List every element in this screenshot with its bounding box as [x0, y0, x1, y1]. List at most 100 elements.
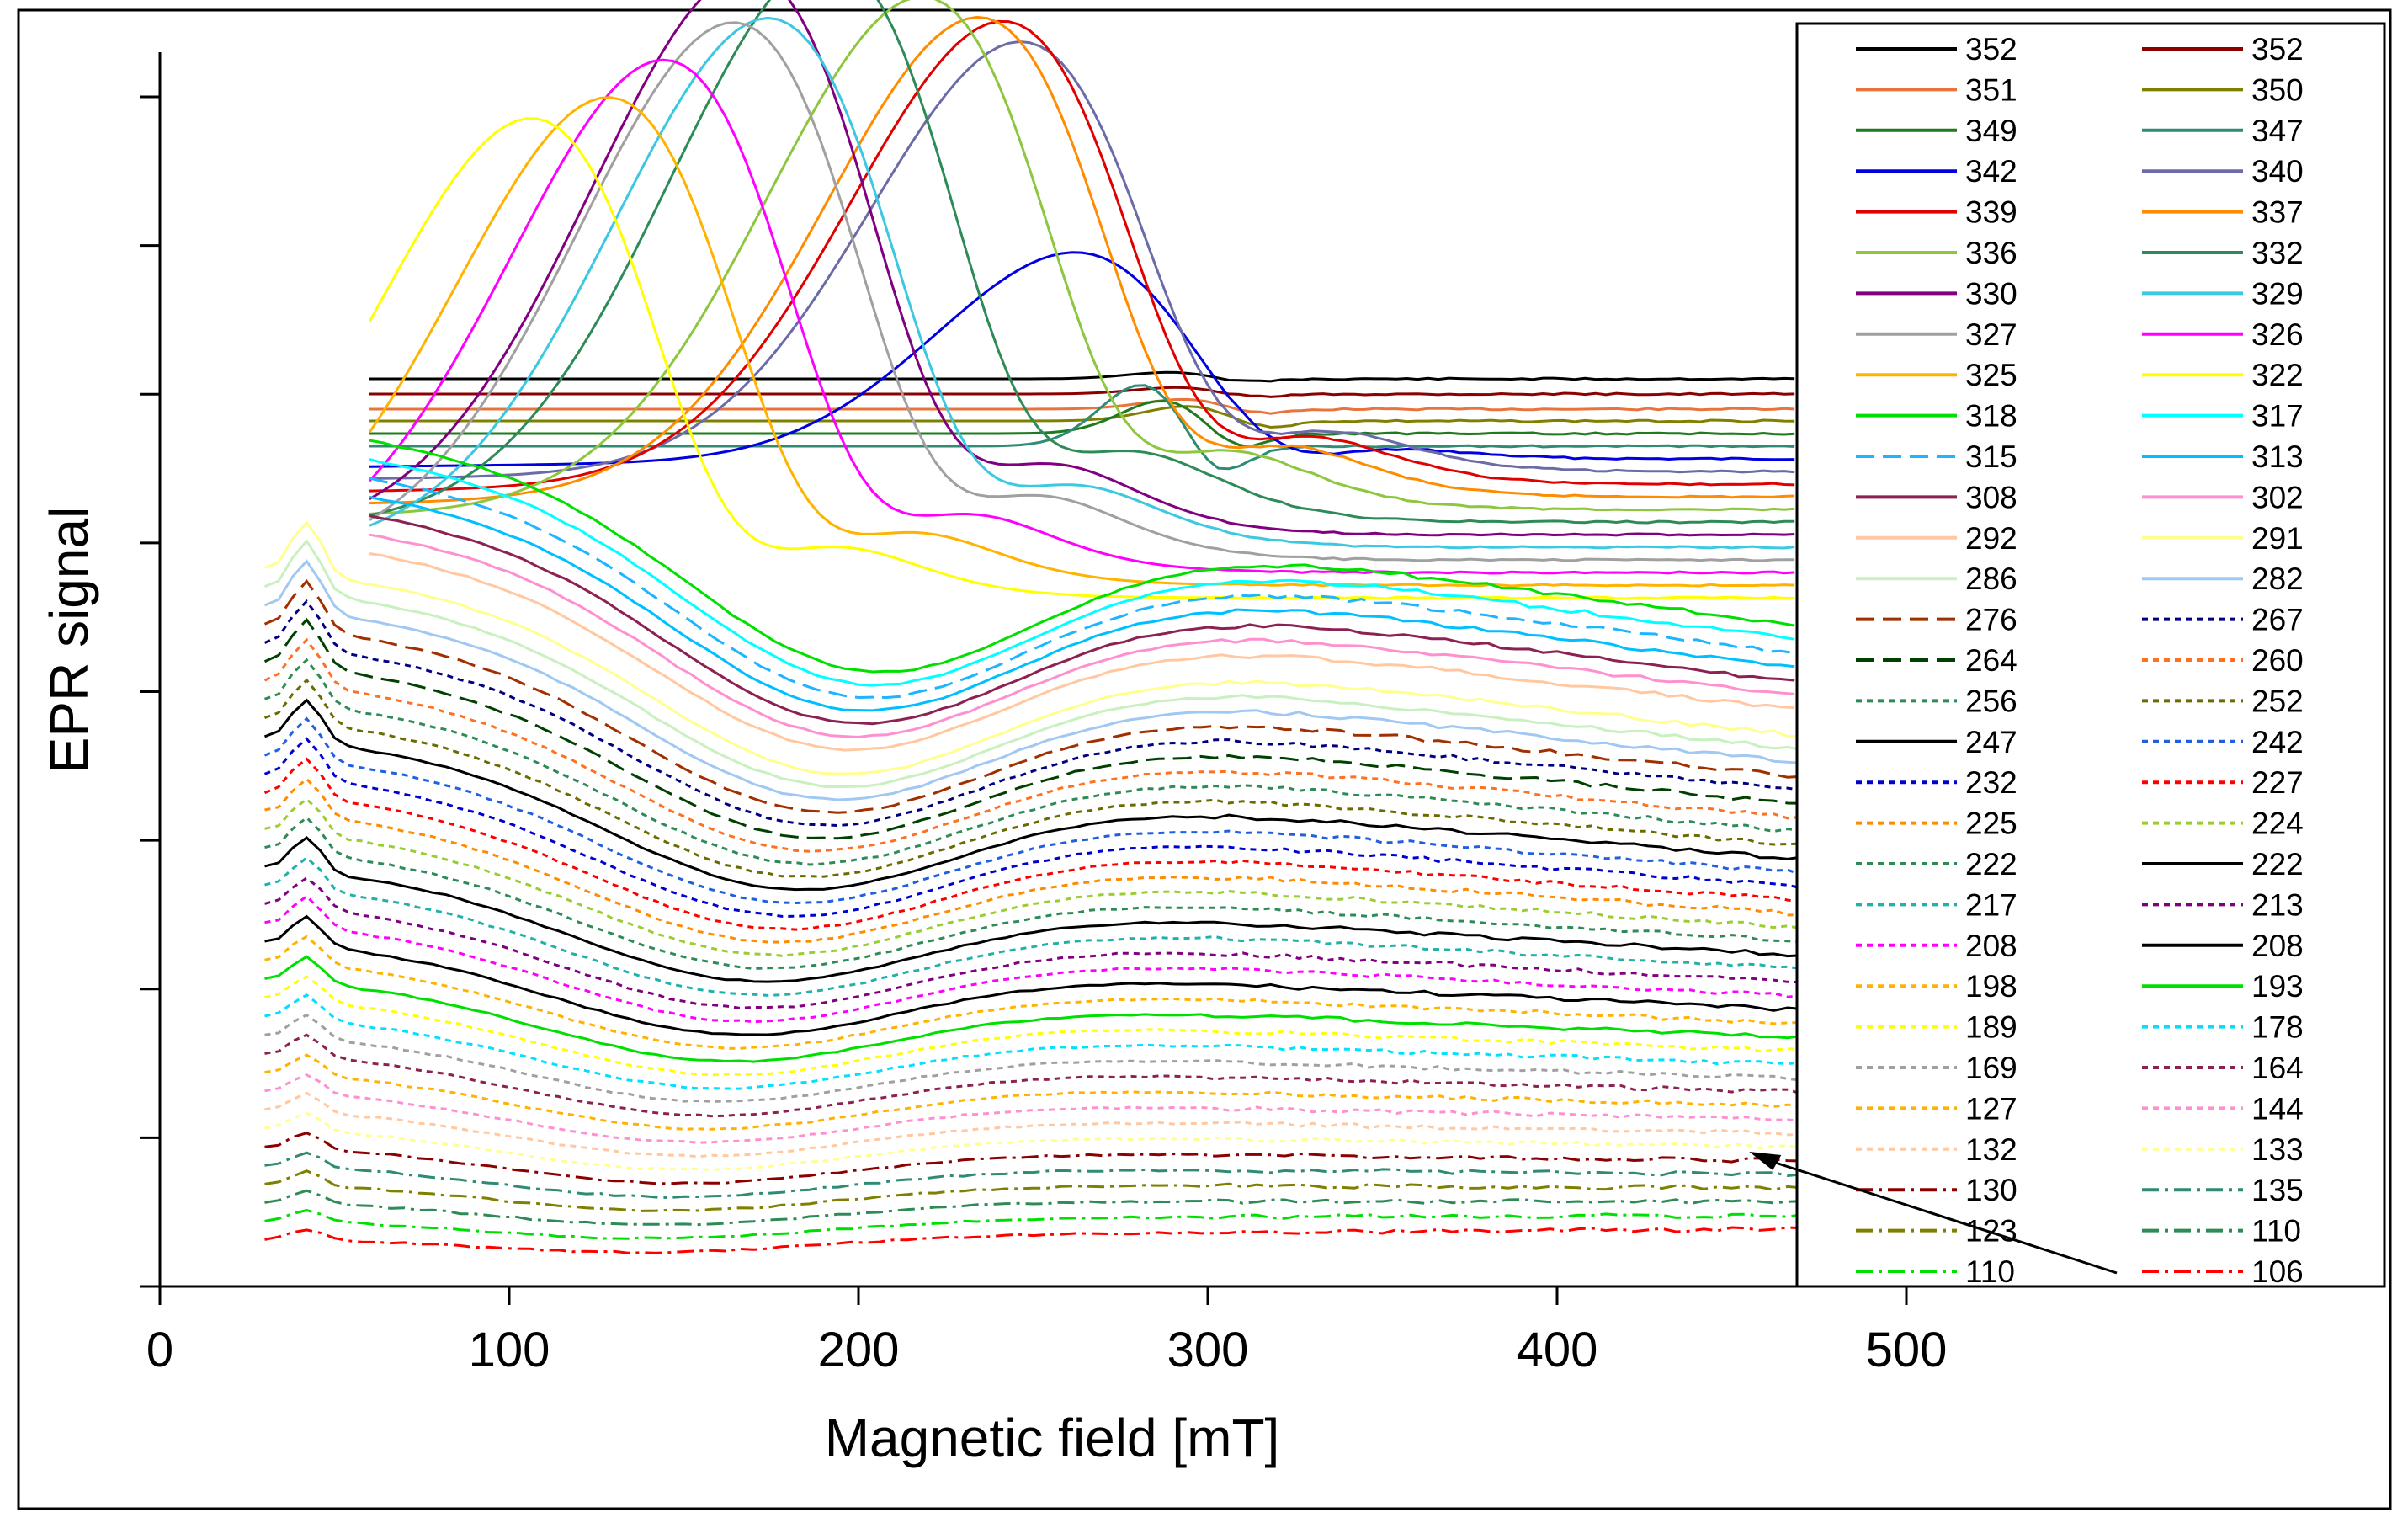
legend-label-193-47: 193 [2251, 969, 2304, 1004]
legend-label-222-41: 222 [2251, 847, 2304, 881]
series-line-308-low-4 [369, 514, 1795, 726]
series-line-133-low-37 [264, 1111, 1802, 1172]
legend-label-339-8: 339 [1965, 195, 2017, 230]
legend-label-282-27: 282 [2251, 562, 2304, 596]
legend-label-213-43: 213 [2251, 887, 2304, 922]
series-line-224-low-21 [264, 797, 1802, 957]
legend-label-133-55: 133 [2251, 1132, 2304, 1167]
series-line-286-low-8 [263, 539, 1802, 789]
series-line-330-12 [369, 0, 1795, 537]
series-line-198-low-28 [264, 935, 1802, 1050]
series-line-132-low-36 [264, 1091, 1802, 1158]
legend-label-337-9: 337 [2251, 195, 2304, 230]
legend-label-264-30: 264 [1965, 643, 2017, 678]
legend-label-198-46: 198 [1965, 969, 2017, 1004]
series-line-193-low-29 [264, 955, 1802, 1063]
series-line-222-low-22 [264, 816, 1802, 971]
legend-label-349-4: 349 [1965, 114, 2017, 148]
series-line-256-low-14 [263, 658, 1802, 866]
legend-label-130-56: 130 [1965, 1173, 2017, 1207]
legend-label-352-1: 352 [2251, 32, 2304, 67]
x-tick-label-100: 100 [469, 1323, 550, 1377]
legend-label-123-58: 123 [1965, 1214, 2017, 1249]
legend-label-110-59: 110 [2251, 1214, 2301, 1249]
legend-label-313-21: 313 [2251, 439, 2304, 474]
series-line-189-low-30 [264, 975, 1802, 1077]
legend-label-351-2: 351 [1965, 72, 2017, 107]
series-line-340-7 [369, 40, 1795, 480]
series-line-291-low-7 [263, 520, 1802, 775]
legend-label-317-19: 317 [2251, 399, 2304, 434]
legend-label-325-16: 325 [1965, 358, 2017, 392]
legend-label-326-15: 326 [2251, 317, 2304, 352]
annotation-arrow-head [1749, 1152, 1782, 1170]
legend-label-318-18: 318 [1965, 399, 2017, 434]
legend-label-347-5: 347 [2251, 114, 2304, 148]
series-line-106-low-43 [264, 1226, 1802, 1254]
series-line-325-16 [368, 96, 1795, 588]
legend-label-178-49: 178 [2251, 1010, 2304, 1045]
series-line-276-low-10 [263, 578, 1802, 814]
legend-label-252-33: 252 [2251, 684, 2304, 718]
series-line-326-15 [368, 58, 1795, 575]
legend-label-260-31: 260 [2251, 643, 2304, 678]
legend-label-286-26: 286 [1965, 562, 2017, 596]
series-line-351-2 [369, 397, 1795, 415]
legend-label-352-0: 352 [1965, 32, 2017, 67]
legend-label-308-22: 308 [1965, 480, 2017, 514]
legend-label-189-48: 189 [1965, 1010, 2017, 1045]
legend-label-169-50: 169 [1965, 1051, 2017, 1085]
legend-label-127-52: 127 [1965, 1091, 2017, 1126]
series-line-169-low-32 [264, 1013, 1802, 1103]
legend-label-327-14: 327 [1965, 317, 2017, 352]
series-line-292-low-6 [369, 552, 1795, 752]
legend-label-292-24: 292 [1965, 521, 2017, 556]
legend-label-350-3: 350 [2251, 72, 2304, 107]
legend-label-232-36: 232 [1965, 765, 2017, 800]
legend-label-267-29: 267 [2251, 603, 2304, 637]
series-line-242-low-17 [263, 716, 1802, 905]
series-line-178-low-31 [264, 993, 1802, 1090]
legend-label-291-25: 291 [2251, 521, 2304, 556]
legend-label-242-35: 242 [2251, 725, 2304, 759]
series-line-252-low-15 [263, 678, 1802, 878]
series-line-232-low-18 [263, 737, 1802, 918]
series-line-208-low-27 [264, 914, 1802, 1036]
legend-label-106-61: 106 [2251, 1254, 2304, 1289]
curves-layer [263, 0, 1802, 1254]
series-line-332-11 [369, 0, 1795, 525]
legend-label-208-44: 208 [1965, 929, 2017, 963]
legend-label-132-54: 132 [1965, 1132, 2017, 1167]
x-tick-label-0: 0 [146, 1323, 173, 1377]
x-tick-label-500: 500 [1866, 1323, 1948, 1377]
axes-layer: 0 100 200 300 400 500 [140, 52, 1947, 1377]
legend-label-336-10: 336 [1965, 236, 2017, 270]
legend-label-144-53: 144 [2251, 1091, 2304, 1126]
series-line-337-9 [369, 15, 1795, 505]
legend-box [1795, 22, 2386, 1288]
series-line-260-low-13 [263, 637, 1802, 853]
legend-label-276-28: 276 [1965, 603, 2017, 637]
legend-label-322-17: 322 [2251, 358, 2304, 392]
series-line-217-low-24 [264, 855, 1802, 997]
legend-label-256-32: 256 [1965, 684, 2017, 718]
legend-label-110-60: 110 [1965, 1254, 2015, 1289]
legend-label-340-7: 340 [2251, 154, 2304, 189]
legend: 352 352 351 350 349 347 342 340 339 337 336 332 330 3… [1795, 22, 2386, 1289]
series-line-329-13 [369, 16, 1795, 550]
series-line-213-low-25 [264, 876, 1802, 1009]
series-line-164-low-33 [264, 1033, 1802, 1118]
legend-label-135-57: 135 [2251, 1173, 2304, 1207]
series-line-315-low-2 [369, 477, 1795, 700]
series-line-302-low-5 [369, 533, 1795, 739]
series-line-225-low-20 [264, 777, 1802, 944]
series-line-313-low-3 [369, 495, 1795, 712]
series-line-264-low-12 [263, 617, 1802, 840]
legend-label-315-20: 315 [1965, 439, 2017, 474]
series-line-144-low-35 [264, 1073, 1802, 1144]
legend-label-224-39: 224 [2251, 807, 2304, 841]
legend-label-332-11: 332 [2251, 236, 2304, 270]
series-line-317-low-1 [369, 458, 1795, 687]
series-line-123-low-40 [264, 1169, 1802, 1212]
